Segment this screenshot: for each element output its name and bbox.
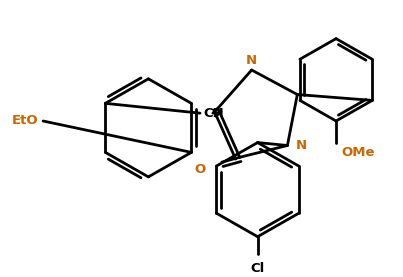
Text: OMe: OMe bbox=[341, 146, 374, 159]
Text: EtO: EtO bbox=[11, 114, 38, 127]
Text: N: N bbox=[246, 54, 257, 67]
Text: Cl: Cl bbox=[251, 261, 265, 275]
Text: O: O bbox=[194, 163, 206, 176]
Text: CH: CH bbox=[203, 107, 224, 120]
Text: N: N bbox=[295, 139, 306, 152]
